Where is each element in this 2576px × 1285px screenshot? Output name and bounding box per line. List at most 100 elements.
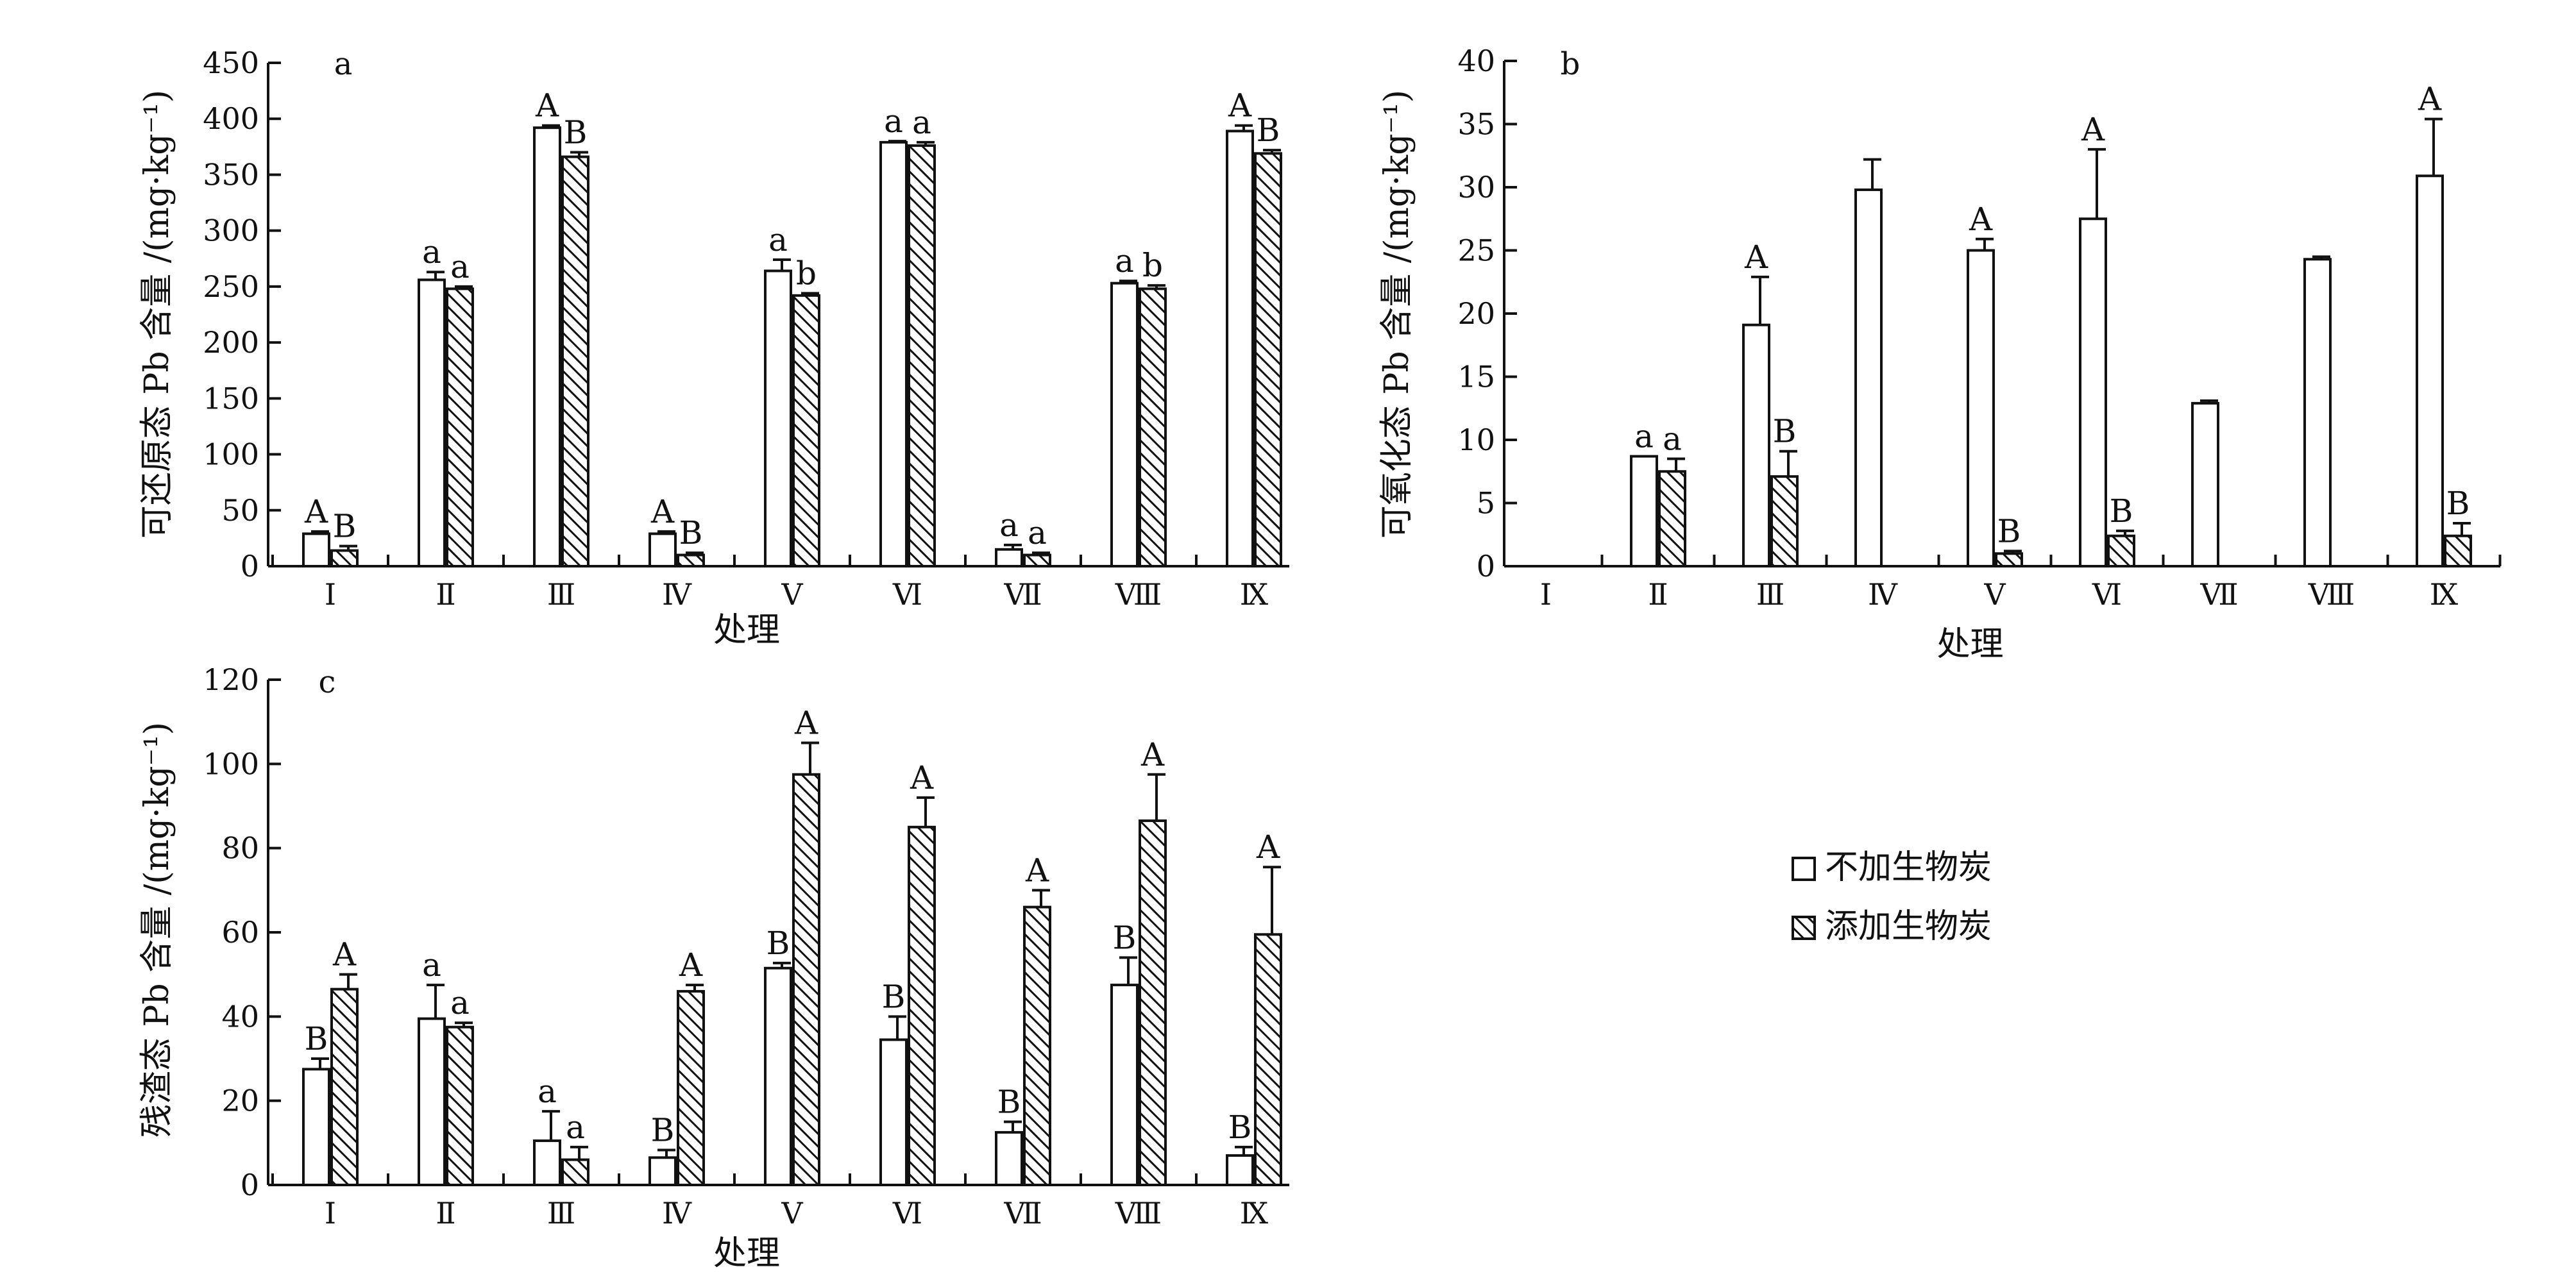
- bar-no-biochar: [2416, 174, 2444, 567]
- x-tick-label: Ⅲ: [547, 577, 575, 612]
- bar-biochar: [446, 287, 474, 567]
- chart-panel-a: 0 50 100 150 200 250 300 350 400 450 Ⅰ Ⅱ Ⅲ Ⅳ Ⅴ Ⅵ Ⅶ Ⅷ Ⅸ Aa A A…: [138, 46, 1289, 650]
- bar-biochar: [2444, 534, 2472, 567]
- y-tick-label: 120: [203, 662, 259, 697]
- significance-label: B: [564, 114, 588, 151]
- bar-no-biochar: [648, 1156, 677, 1186]
- y-tick-label: 450: [203, 46, 259, 80]
- significance-label: a: [566, 1109, 585, 1146]
- x-tick-label: Ⅳ: [662, 1196, 692, 1230]
- significance-label: B: [2446, 485, 2470, 522]
- significance-label: A: [332, 936, 357, 973]
- y-tick-label: 100: [203, 437, 259, 472]
- x-tick-label: Ⅰ: [325, 577, 336, 612]
- bar-no-biochar: [879, 140, 908, 568]
- y-tick-label: 15: [1457, 360, 1495, 394]
- significance-label: B: [1228, 1109, 1252, 1146]
- y-tick-label: 25: [1457, 233, 1495, 268]
- significance-label: b: [1142, 247, 1163, 284]
- x-tick-label: Ⅳ: [662, 577, 692, 612]
- panel-label: a: [334, 46, 353, 82]
- significance-label: a: [538, 1073, 557, 1110]
- bar-biochar: [908, 144, 936, 568]
- x-axis-title: 处理: [1936, 625, 2003, 664]
- bar-biochar: [792, 294, 820, 567]
- x-tick-label: Ⅶ: [1003, 1196, 1042, 1230]
- y-tick-label: 5: [1477, 486, 1495, 521]
- x-tick-label: Ⅶ: [2199, 577, 2238, 612]
- x-tick-label: Ⅸ: [1240, 1196, 1269, 1230]
- x-tick-label: Ⅸ: [2430, 577, 2459, 612]
- bar-no-biochar: [533, 126, 561, 567]
- x-tick-label: Ⅷ: [1115, 1196, 1162, 1230]
- bar-no-biochar: [1854, 188, 1883, 567]
- bar-no-biochar: [995, 548, 1023, 567]
- significance-label: A: [1969, 201, 1993, 238]
- bar-no-biochar: [1967, 249, 1995, 567]
- significance-label: B: [997, 1084, 1021, 1121]
- significance-label: A: [304, 493, 328, 530]
- bar-no-biochar: [1110, 281, 1139, 567]
- bar-biochar: [1023, 553, 1051, 567]
- x-tick-label: Ⅲ: [1756, 577, 1784, 612]
- bar-no-biochar: [302, 1068, 330, 1186]
- y-tick-label: 0: [241, 1168, 259, 1202]
- panel-label: b: [1561, 46, 1580, 82]
- significance-label: A: [535, 87, 559, 124]
- bar-no-biochar: [2191, 401, 2219, 567]
- bar-no-biochar: [2303, 258, 2332, 567]
- y-tick-label: 50: [221, 493, 259, 528]
- x-tick-label: Ⅲ: [547, 1196, 575, 1230]
- y-axis-title: 残渣态 Pb 含量 /(mg·kg⁻¹): [138, 722, 176, 1138]
- x-tick-label: Ⅵ: [2092, 577, 2122, 612]
- significance-label: A: [1025, 852, 1049, 889]
- bar-biochar: [1139, 819, 1167, 1186]
- y-tick-label: 100: [203, 746, 259, 781]
- significance-label: A: [2418, 81, 2442, 118]
- significance-label: A: [1744, 239, 1768, 276]
- bar-biochar: [792, 773, 820, 1186]
- significance-label: A: [1228, 87, 1252, 124]
- significance-label: B: [305, 1020, 328, 1057]
- significance-label: b: [796, 255, 817, 292]
- significance-label: A: [2081, 111, 2105, 148]
- significance-label: a: [999, 507, 1019, 544]
- significance-label: a: [912, 104, 931, 141]
- bar-no-biochar: [1110, 984, 1139, 1187]
- y-tick-label: 0: [1477, 549, 1495, 584]
- x-tick-label: Ⅱ: [1648, 577, 1668, 612]
- y-tick-label: 0: [241, 549, 259, 584]
- y-tick-label: 35: [1457, 107, 1495, 142]
- y-tick-label: 20: [221, 1084, 259, 1118]
- x-tick-label: Ⅴ: [1983, 577, 2006, 612]
- legend-item: 不加生物炭: [1792, 848, 1992, 887]
- bar-biochar: [1995, 552, 2023, 567]
- bar-biochar: [1254, 933, 1282, 1186]
- bar-no-biochar: [764, 966, 792, 1186]
- significance-label: A: [910, 759, 934, 796]
- bar-biochar: [1023, 905, 1051, 1186]
- bar-biochar: [2107, 534, 2135, 567]
- legend-swatch: [1792, 857, 1816, 881]
- significance-label: a: [1634, 418, 1654, 455]
- x-tick-label: Ⅵ: [892, 1196, 922, 1230]
- x-axis-title: 处理: [713, 611, 780, 650]
- chart-panel-b: 0 5 10 15 20 25 30 35 40 Ⅰ Ⅱ Ⅲ Ⅳ Ⅴ Ⅵ Ⅶ Ⅷ Ⅸa A A A Aa B B B Bb 处理 可氧…: [1378, 44, 2502, 664]
- bar-no-biochar: [1742, 323, 1770, 567]
- bar-no-biochar: [995, 1130, 1023, 1186]
- x-tick-label: Ⅸ: [1240, 577, 1269, 612]
- y-tick-label: 60: [221, 915, 259, 950]
- significance-label: a: [422, 946, 441, 984]
- x-tick-label: Ⅴ: [781, 1196, 803, 1230]
- panel-label: c: [319, 664, 336, 700]
- y-tick-label: 30: [1457, 170, 1495, 205]
- significance-label: A: [650, 493, 675, 530]
- legend-item: 添加生物炭: [1792, 907, 1992, 946]
- bar-biochar: [1139, 287, 1167, 567]
- x-tick-label: Ⅰ: [325, 1196, 336, 1230]
- legend-label: 添加生物炭: [1825, 907, 1992, 946]
- bar-no-biochar: [302, 532, 330, 568]
